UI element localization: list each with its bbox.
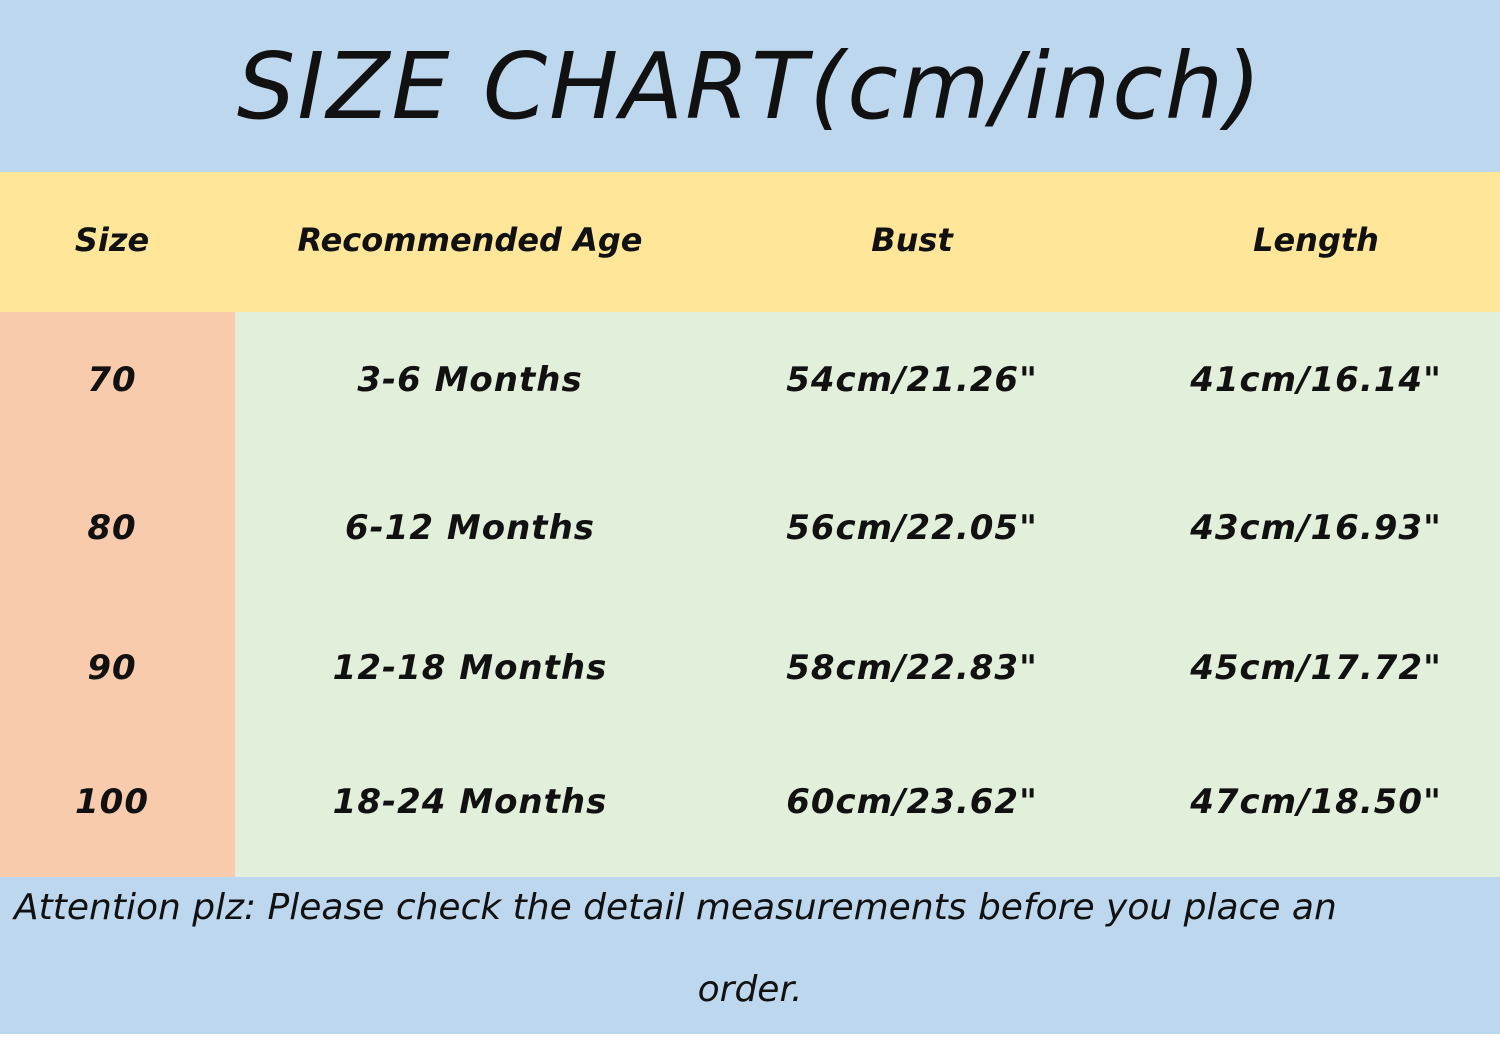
- attention-note: Attention plz: Please check the detail m…: [14, 887, 1337, 928]
- header-bust: Bust: [871, 221, 953, 259]
- footer-note: Attention plz: Please check the detail m…: [0, 877, 1500, 1034]
- attention-note-cont: order.: [697, 969, 803, 1010]
- cell-bust: 60cm/23.62": [786, 782, 1038, 822]
- cell-size: 70: [87, 360, 137, 400]
- cell-bust: 54cm/21.26": [786, 360, 1038, 400]
- header-length: Length: [1253, 221, 1379, 259]
- header-size: Size: [74, 221, 150, 259]
- cell-length: 43cm/16.93": [1190, 508, 1442, 548]
- cell-length: 41cm/16.14": [1190, 360, 1442, 400]
- cell-bust: 58cm/22.83": [786, 648, 1038, 688]
- cell-size: 90: [87, 648, 137, 688]
- cell-recommended-age: 18-24 Months: [332, 782, 608, 822]
- cell-recommended-age: 12-18 Months: [332, 648, 608, 688]
- page-title: SIZE CHART(cm/inch): [236, 32, 1264, 140]
- table-header: [0, 172, 1500, 312]
- cell-recommended-age: 6-12 Months: [344, 508, 596, 548]
- table-body: [0, 312, 1500, 877]
- cell-size: 80: [87, 508, 137, 548]
- size-column: [0, 312, 235, 877]
- header-recommended-age: Recommended Age: [297, 221, 643, 259]
- title-band: SIZE CHART(cm/inch): [0, 0, 1500, 172]
- cell-bust: 56cm/22.05": [786, 508, 1038, 548]
- cell-length: 47cm/18.50": [1190, 782, 1442, 822]
- cell-length: 45cm/17.72": [1190, 648, 1442, 688]
- cell-size: 100: [75, 782, 149, 822]
- cell-recommended-age: 3-6 Months: [357, 360, 583, 400]
